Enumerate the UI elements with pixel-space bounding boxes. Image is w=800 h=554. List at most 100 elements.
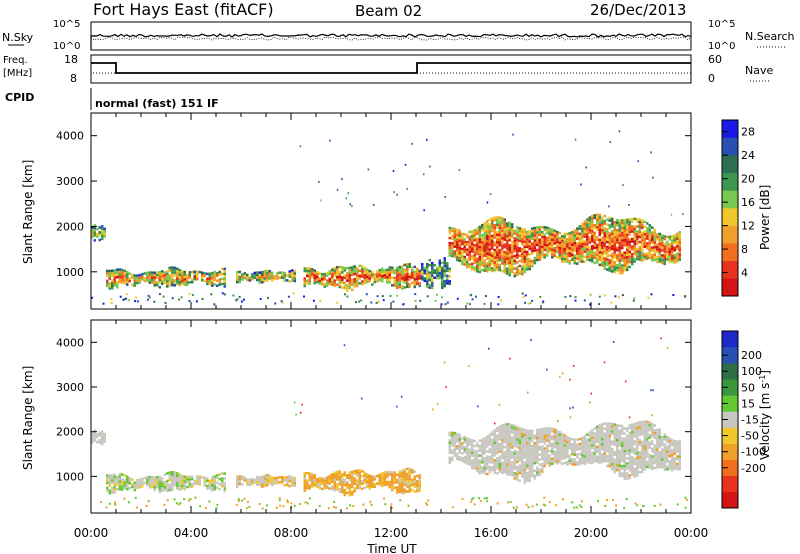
range-cell: [523, 238, 526, 241]
range-cell: [126, 480, 129, 483]
range-cell: [611, 440, 614, 443]
range-cell: [593, 216, 596, 220]
range-cell: [171, 473, 174, 476]
range-cell: [551, 427, 554, 431]
range-cell: [578, 452, 581, 456]
noise-point: [367, 168, 370, 171]
range-cell: [266, 274, 269, 277]
range-cell: [501, 439, 504, 442]
range-cell: [326, 476, 329, 479]
noise-point: [498, 403, 501, 406]
range-cell: [631, 428, 634, 431]
noise-point: [188, 300, 191, 302]
range-cell: [393, 271, 396, 275]
range-cell: [628, 265, 631, 269]
range-cell: [306, 471, 309, 475]
range-cell: [468, 443, 471, 446]
range-cell: [128, 477, 131, 480]
range-cell: [166, 285, 169, 288]
range-cell: [656, 431, 659, 434]
range-cell: [556, 230, 559, 234]
range-cell: [506, 463, 509, 466]
range-cell: [318, 279, 321, 283]
range-cell: [548, 464, 551, 468]
range-cell: [343, 281, 346, 285]
range-cell: [323, 479, 326, 483]
range-cell: [601, 256, 604, 260]
range-cell: [238, 482, 241, 486]
range-cell: [463, 240, 466, 244]
range-cell: [531, 467, 534, 470]
range-cell: [653, 434, 656, 437]
range-cell: [618, 264, 621, 267]
range-cell: [213, 485, 216, 488]
range-cell: [408, 482, 411, 486]
range-cell: [483, 269, 486, 272]
range-cell: [498, 268, 501, 272]
range-cell: [401, 269, 404, 273]
range-cell: [466, 444, 469, 448]
range-cell: [618, 249, 621, 252]
range-cell: [333, 471, 336, 474]
range-cell: [111, 479, 114, 482]
range-cell: [118, 273, 121, 276]
range-cell: [468, 438, 471, 441]
range-cell: [531, 229, 534, 233]
range-cell: [503, 470, 506, 474]
range-cell: [403, 470, 406, 474]
range-cell: [481, 461, 484, 464]
range-cell: [603, 422, 606, 425]
range-cell: [571, 445, 574, 448]
range-cell: [516, 468, 519, 471]
range-cell: [496, 218, 499, 222]
noise-point: [512, 506, 515, 509]
range-cell: [333, 481, 336, 484]
range-cell: [503, 270, 506, 274]
range-cell: [513, 237, 516, 240]
range-cell: [646, 465, 649, 469]
range-cell: [613, 256, 616, 259]
range-cell: [391, 488, 394, 492]
range-cell: [338, 273, 341, 276]
range-cell: [621, 454, 624, 458]
range-cell: [133, 488, 136, 492]
range-cell: [656, 255, 659, 259]
range-cell: [663, 247, 666, 251]
range-cell: [348, 473, 351, 477]
range-cell: [96, 232, 99, 236]
range-cell: [478, 235, 481, 239]
range-cell: [201, 476, 204, 479]
range-cell: [181, 282, 184, 285]
range-cell: [501, 232, 504, 235]
range-cell: [598, 444, 601, 447]
range-cell: [561, 237, 564, 240]
noise-point: [312, 299, 315, 302]
range-cell: [653, 449, 656, 452]
range-cell: [608, 234, 611, 237]
noise-point: [651, 414, 653, 417]
range-cell: [528, 247, 531, 251]
range-cell: [256, 273, 259, 277]
range-cell: [343, 276, 346, 280]
range-cell: [171, 281, 174, 284]
range-cell: [346, 486, 349, 490]
range-cell: [598, 429, 601, 432]
range-cell: [488, 218, 491, 221]
range-cell: [216, 272, 219, 275]
range-cell: [381, 272, 384, 275]
range-cell: [543, 228, 546, 232]
range-cell: [356, 284, 359, 288]
noise-point: [105, 506, 108, 509]
range-cell: [491, 227, 494, 230]
range-cell: [633, 232, 636, 236]
range-cell: [428, 258, 431, 262]
range-cell: [93, 436, 96, 440]
range-cell: [588, 438, 591, 442]
range-cell: [651, 435, 654, 438]
range-cell: [651, 233, 654, 237]
range-cell: [636, 449, 639, 452]
range-cell: [613, 251, 616, 254]
range-cell: [478, 238, 481, 241]
range-cell: [478, 265, 481, 269]
range-cell: [241, 278, 244, 281]
